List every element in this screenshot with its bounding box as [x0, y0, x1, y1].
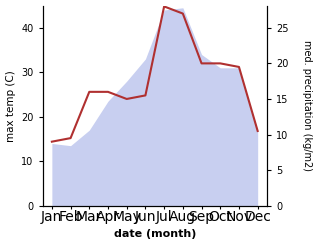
X-axis label: date (month): date (month): [114, 230, 196, 239]
Y-axis label: max temp (C): max temp (C): [5, 70, 16, 142]
Y-axis label: med. precipitation (kg/m2): med. precipitation (kg/m2): [302, 40, 313, 171]
